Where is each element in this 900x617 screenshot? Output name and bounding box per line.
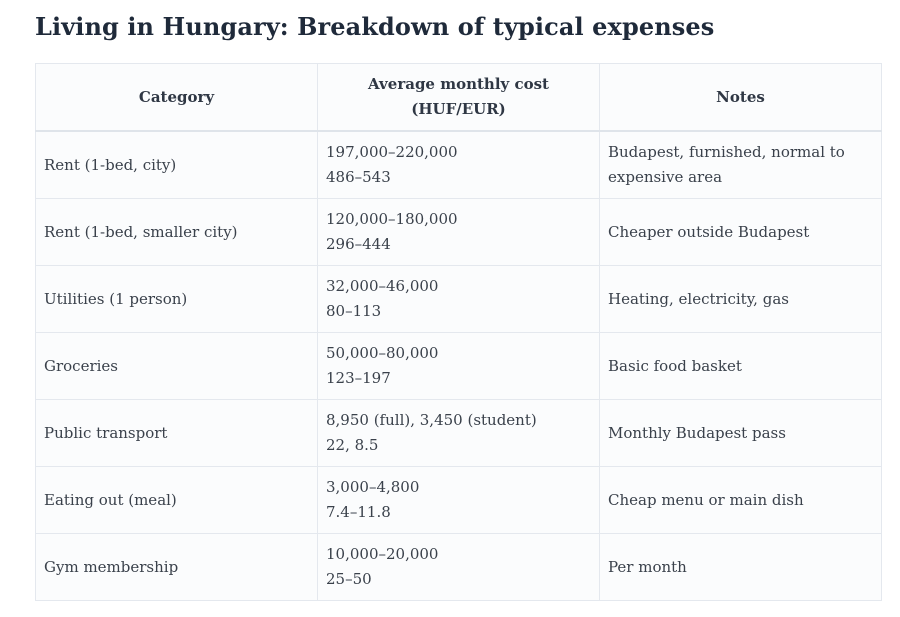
cost-eur: 22, 8.5: [326, 436, 379, 454]
header-category: Category: [35, 63, 318, 132]
cost-eur: 7.4–11.8: [326, 503, 391, 521]
cell-cost: 197,000–220,000 486–543: [317, 130, 600, 199]
cost-eur: 25–50: [326, 570, 372, 588]
cell-cost: 32,000–46,000 80–113: [317, 265, 600, 333]
cell-category: Groceries: [35, 332, 318, 400]
category-text: Public transport: [44, 423, 168, 442]
category-text: Eating out (meal): [44, 490, 177, 509]
cost-eur: 486–543: [326, 168, 391, 186]
cell-notes: Cheap menu or main dish: [599, 466, 882, 534]
header-average-monthly-cost: Average monthly cost (HUF/EUR): [317, 63, 600, 132]
cell-category: Public transport: [35, 399, 318, 467]
cost-huf: 3,000–4,800: [326, 478, 420, 496]
table-row: Gym membership 10,000–20,000 25–50 Per mont…: [35, 533, 882, 601]
cost-huf: 50,000–80,000: [326, 344, 439, 362]
category-text: Utilities (1 person): [44, 289, 188, 308]
category-text: Gym membership: [44, 557, 179, 576]
cost-eur: 80–113: [326, 302, 382, 320]
notes-line2: expensive area: [608, 168, 723, 186]
cost-huf: 10,000–20,000: [326, 545, 439, 563]
cell-notes: Monthly Budapest pass: [599, 399, 882, 467]
notes-line1: Basic food basket: [608, 356, 742, 375]
cell-cost: 3,000–4,800 7.4–11.8: [317, 466, 600, 534]
table-row: Utilities (1 person) 32,000–46,000 80–113 H…: [35, 265, 882, 333]
cell-notes: Heating, electricity, gas: [599, 265, 882, 333]
notes-line1: Monthly Budapest pass: [608, 423, 786, 442]
cell-category: Rent (1-bed, city): [35, 130, 318, 199]
notes-line1: Heating, electricity, gas: [608, 289, 789, 308]
table-row: Groceries 50,000–80,000 123–197 Basic food …: [35, 332, 882, 400]
cost-eur: 123–197: [326, 369, 391, 387]
page-title: Living in Hungary: Breakdown of typical …: [35, 12, 715, 41]
expenses-table: Category Average monthly cost (HUF/EUR) …: [35, 63, 882, 601]
table-row: Public transport 8,950 (full), 3,450 (stu…: [35, 399, 882, 467]
cost-huf: 120,000–180,000: [326, 210, 458, 228]
notes-line1: Per month: [608, 557, 687, 576]
category-text: Rent (1-bed, smaller city): [44, 222, 238, 241]
category-text: Rent (1-bed, city): [44, 155, 177, 174]
cost-huf: 197,000–220,000: [326, 143, 458, 161]
header-cost-line1: Average monthly cost: [368, 75, 549, 93]
table-row: Eating out (meal) 3,000–4,800 7.4–11.8 Chea…: [35, 466, 882, 534]
cell-notes: Basic food basket: [599, 332, 882, 400]
cost-eur: 296–444: [326, 235, 391, 253]
cost-huf: 32,000–46,000: [326, 277, 439, 295]
notes-line1: Cheap menu or main dish: [608, 490, 804, 509]
table-body: Rent (1-bed, city) 197,000–220,000 486–543…: [35, 130, 882, 601]
table-row: Rent (1-bed, city) 197,000–220,000 486–543…: [35, 130, 882, 199]
notes-line1: Budapest, furnished, normal to: [608, 143, 845, 161]
cell-notes: Per month: [599, 533, 882, 601]
cell-category: Utilities (1 person): [35, 265, 318, 333]
cell-notes: Cheaper outside Budapest: [599, 198, 882, 266]
cell-cost: 120,000–180,000 296–444: [317, 198, 600, 266]
cell-category: Eating out (meal): [35, 466, 318, 534]
cell-category: Gym membership: [35, 533, 318, 601]
cell-notes: Budapest, furnished, normal to expensive …: [599, 130, 882, 199]
cell-cost: 10,000–20,000 25–50: [317, 533, 600, 601]
cell-cost: 50,000–80,000 123–197: [317, 332, 600, 400]
cell-cost: 8,950 (full), 3,450 (student) 22, 8.5: [317, 399, 600, 467]
cell-category: Rent (1-bed, smaller city): [35, 198, 318, 266]
notes-line1: Cheaper outside Budapest: [608, 222, 810, 241]
header-notes: Notes: [599, 63, 882, 132]
cost-huf: 8,950 (full), 3,450 (student): [326, 411, 537, 429]
header-cost-line2: (HUF/EUR): [411, 100, 506, 118]
category-text: Groceries: [44, 356, 119, 375]
table-header-row: Category Average monthly cost (HUF/EUR) …: [35, 63, 882, 132]
table-row: Rent (1-bed, smaller city) 120,000–180,00…: [35, 198, 882, 266]
